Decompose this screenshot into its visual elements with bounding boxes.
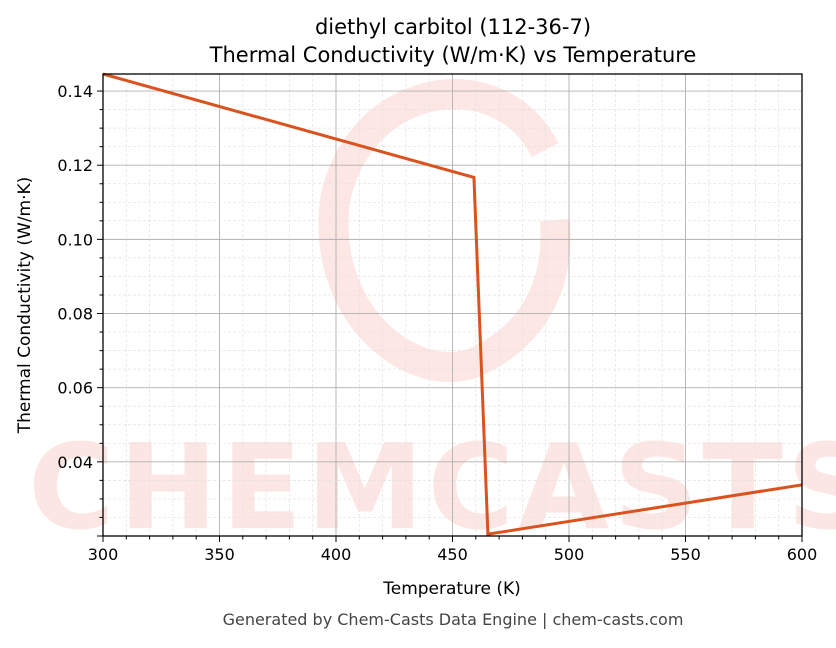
series-line	[102, 72, 803, 536]
x-tick-label: 300	[88, 545, 119, 564]
y-tick-label: 0.04	[57, 453, 93, 472]
x-tick-label: 400	[321, 545, 352, 564]
x-tick-label: 500	[554, 545, 585, 564]
x-tick-label: 550	[670, 545, 701, 564]
y-tick-label: 0.08	[57, 305, 93, 324]
footer-credit: Generated by Chem-Casts Data Engine | ch…	[223, 610, 684, 629]
x-tick-label: 350	[204, 545, 235, 564]
chart-subtitle: Thermal Conductivity (W/m·K) vs Temperat…	[209, 43, 697, 67]
watermark: CHEMCASTS	[28, 79, 836, 556]
y-tick-label: 0.10	[57, 230, 93, 249]
x-tick-label: 450	[437, 545, 468, 564]
y-axis-label: Thermal Conductivity (W/m·K)	[15, 177, 35, 435]
x-tick-label: 600	[787, 545, 818, 564]
y-tick-label: 0.14	[57, 82, 93, 101]
y-tick-label: 0.12	[57, 156, 93, 175]
chart-title: diethyl carbitol (112-36-7)	[315, 15, 591, 39]
y-tick-label: 0.06	[57, 379, 93, 398]
watermark-text: CHEMCASTS	[28, 418, 836, 556]
x-axis-label: Temperature (K)	[382, 579, 521, 599]
